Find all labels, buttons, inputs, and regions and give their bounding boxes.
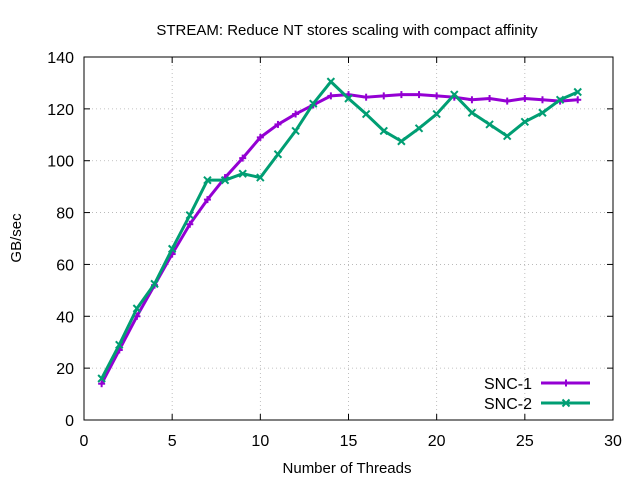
data-point-snc-1	[486, 94, 494, 102]
y-tick-label: 60	[56, 257, 74, 274]
x-tick-label: 15	[340, 433, 358, 450]
x-tick-label: 25	[516, 433, 534, 450]
data-point-snc-2	[273, 150, 283, 159]
axis-ticks: 0 5 10 15 20 25 30 0 20 40 60 80 100 120 140	[47, 50, 622, 450]
data-point-snc-1	[256, 133, 264, 141]
series-line-snc-1	[100, 93, 578, 385]
chart-title: STREAM: Reduce NT stores scaling with co…	[156, 22, 538, 39]
y-tick-label: 100	[47, 154, 74, 171]
data-point-snc-2	[256, 173, 265, 182]
y-tick-label: 40	[56, 309, 74, 326]
data-point-snc-1	[292, 110, 300, 118]
legend: SNC-1 SNC-2	[484, 376, 590, 413]
x-tick-label: 10	[251, 433, 269, 450]
data-point-snc-2	[520, 117, 530, 127]
data-point-snc-2	[167, 244, 177, 254]
data-point-snc-1	[380, 92, 388, 100]
data-point-snc-2	[450, 90, 459, 99]
data-point-snc-1	[397, 91, 405, 99]
data-point-snc-2	[573, 87, 582, 97]
data-point-snc-1	[468, 96, 476, 104]
data-point-snc-1	[186, 220, 194, 228]
grid	[84, 57, 613, 420]
x-tick-label: 5	[168, 433, 177, 450]
data-point-snc-2	[397, 137, 406, 146]
data-point-snc-2	[502, 131, 512, 141]
legend-label-snc-2: SNC-2	[484, 396, 532, 413]
data-point-snc-2	[185, 210, 195, 220]
legend-marker-snc-1	[562, 379, 570, 387]
data-point-snc-2	[555, 95, 565, 104]
data-point-snc-1	[433, 92, 441, 100]
y-tick-label: 140	[47, 50, 74, 67]
data-point-snc-2	[97, 374, 106, 383]
data-point-snc-2	[414, 124, 424, 133]
y-tick-label: 80	[56, 206, 74, 223]
series-layer	[97, 77, 582, 388]
series-line-snc-2	[100, 80, 579, 380]
data-point-snc-2	[361, 109, 371, 119]
data-point-snc-1	[415, 91, 423, 99]
data-point-snc-2	[309, 99, 318, 108]
data-point-snc-1	[503, 97, 511, 105]
data-point-snc-1	[98, 380, 106, 388]
data-point-snc-1	[274, 120, 282, 128]
x-tick-label: 20	[428, 433, 446, 450]
x-tick-label: 0	[80, 433, 89, 450]
data-point-snc-2	[203, 175, 212, 185]
data-point-snc-2	[220, 175, 230, 185]
data-point-snc-1	[521, 94, 529, 102]
data-point-snc-1	[362, 93, 370, 101]
data-point-snc-2	[150, 279, 159, 289]
legend-label-snc-1: SNC-1	[484, 376, 532, 393]
y-tick-label: 120	[47, 102, 74, 119]
data-point-snc-2	[467, 108, 477, 117]
data-point-snc-1	[538, 96, 546, 104]
y-tick-label: 20	[56, 361, 74, 378]
data-point-snc-2	[115, 340, 124, 350]
y-axis-title: GB/sec	[8, 213, 25, 263]
data-point-snc-2	[379, 126, 388, 136]
data-point-snc-2	[538, 108, 547, 117]
data-point-snc-2	[326, 77, 336, 86]
x-axis-title: Number of Threads	[283, 460, 412, 477]
data-point-snc-2	[132, 304, 142, 313]
legend-marker-snc-2	[561, 398, 571, 408]
data-point-snc-1	[327, 92, 335, 100]
x-tick-label: 30	[604, 433, 622, 450]
y-tick-label: 0	[65, 413, 74, 430]
data-point-snc-1	[239, 154, 247, 162]
data-point-snc-2	[344, 94, 353, 103]
data-point-snc-2	[291, 126, 300, 136]
data-point-snc-2	[238, 169, 247, 178]
data-point-snc-1	[203, 196, 211, 204]
data-point-snc-1	[574, 96, 582, 104]
data-point-snc-2	[432, 109, 441, 119]
data-point-snc-2	[485, 120, 494, 129]
